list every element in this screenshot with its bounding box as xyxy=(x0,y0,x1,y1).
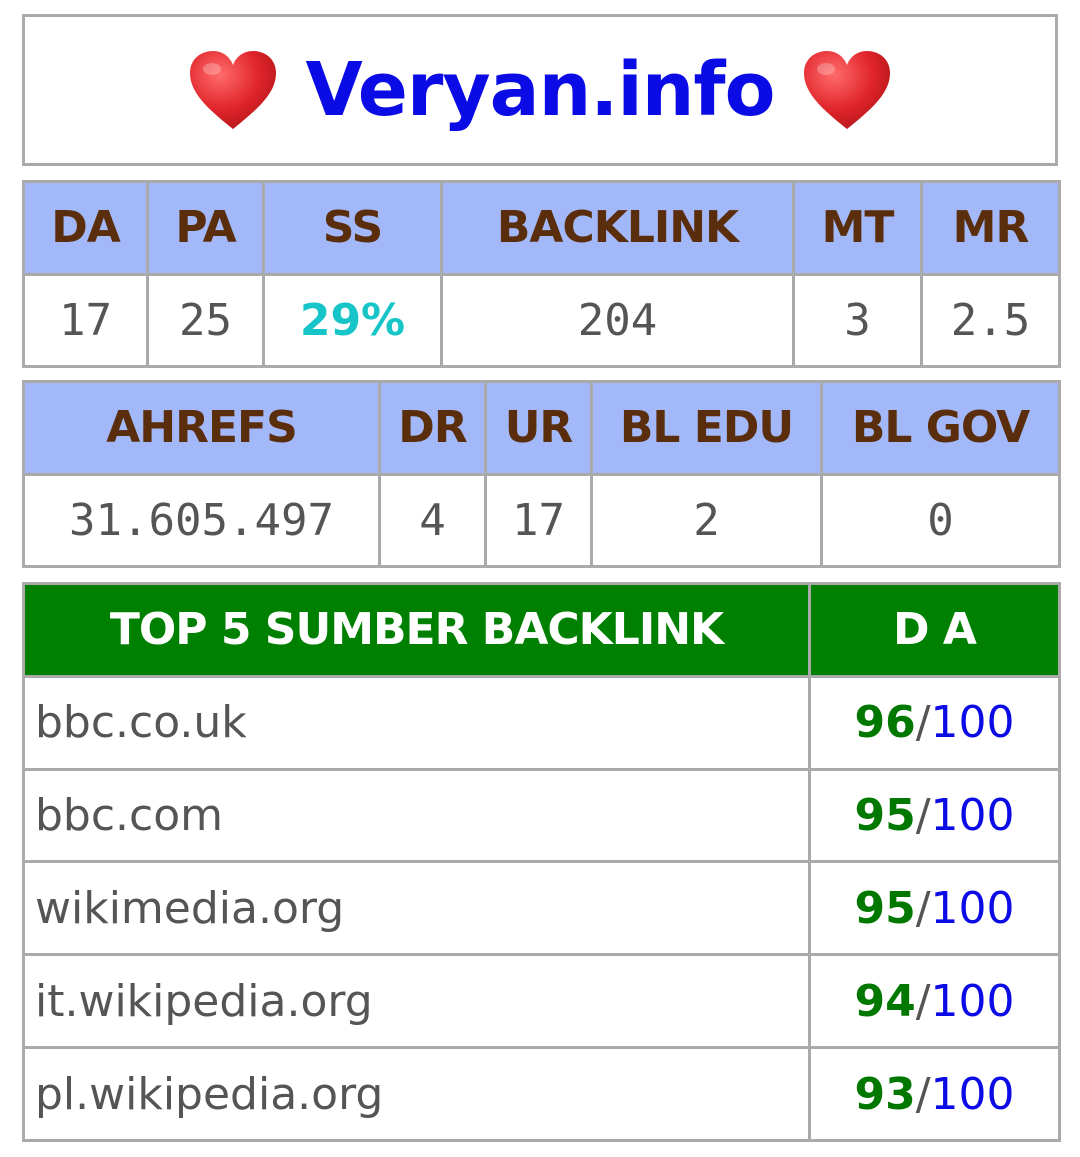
value-ss: 29% xyxy=(262,272,443,368)
header-ur: UR xyxy=(484,380,593,476)
header-pa: PA xyxy=(146,180,265,276)
header-bl-edu: BL EDU xyxy=(590,380,823,476)
value-da: 17 xyxy=(22,272,149,368)
backlink-site: bbc.com xyxy=(22,767,811,864)
header-da: DA xyxy=(22,180,149,276)
ahrefs-header-row: AHREFS DR UR BL EDU BL GOV xyxy=(22,380,1061,476)
ahrefs-value-row: 31.605.497 4 17 2 0 xyxy=(22,472,1061,568)
score-da: 96 xyxy=(854,697,916,749)
value-ur: 17 xyxy=(484,472,593,568)
score-da: 93 xyxy=(854,1068,916,1120)
backlink-score: 93/100 xyxy=(808,1046,1061,1142)
backlink-score: 95/100 xyxy=(808,767,1061,864)
value-mt: 3 xyxy=(792,272,923,368)
score-max: 100 xyxy=(930,697,1015,749)
header-bl-gov: BL GOV xyxy=(820,380,1061,476)
score-max: 100 xyxy=(930,1068,1015,1120)
value-dr: 4 xyxy=(378,472,487,568)
score-max: 100 xyxy=(930,882,1015,934)
score-separator: / xyxy=(915,975,931,1027)
score-separator: / xyxy=(915,697,931,749)
value-ahrefs: 31.605.497 xyxy=(22,472,381,568)
backlink-site: pl.wikipedia.org xyxy=(22,1046,811,1142)
table-row: wikimedia.org 95/100 xyxy=(22,860,1061,957)
value-mr: 2.5 xyxy=(920,272,1061,368)
score-separator: / xyxy=(915,1068,931,1120)
backlink-site: it.wikipedia.org xyxy=(22,953,811,1050)
header-top-sources: TOP 5 SUMBER BACKLINK xyxy=(22,582,811,678)
header-domain-authority: D A xyxy=(808,582,1061,678)
backlinks-table: TOP 5 SUMBER BACKLINK D A bbc.co.uk 96/1… xyxy=(22,582,1061,1142)
value-bl-gov: 0 xyxy=(820,472,1061,568)
header-ahrefs: AHREFS xyxy=(22,380,381,476)
table-row: pl.wikipedia.org 93/100 xyxy=(22,1046,1061,1142)
header-mt: MT xyxy=(792,180,923,276)
backlink-site: wikimedia.org xyxy=(22,860,811,957)
metrics-value-row: 17 25 29% 204 3 2.5 xyxy=(22,272,1061,368)
header-ss: SS xyxy=(262,180,443,276)
header-dr: DR xyxy=(378,380,487,476)
header-backlink: BACKLINK xyxy=(440,180,795,276)
backlink-score: 96/100 xyxy=(808,674,1061,771)
backlinks-header-row: TOP 5 SUMBER BACKLINK D A xyxy=(22,582,1061,678)
value-bl-edu: 2 xyxy=(590,472,823,568)
table-row: it.wikipedia.org 94/100 xyxy=(22,953,1061,1050)
metrics-table: DA PA SS BACKLINK MT MR 17 25 29% 204 3 … xyxy=(22,180,1061,368)
table-row: bbc.co.uk 96/100 xyxy=(22,674,1061,771)
site-title: Veryan.info xyxy=(305,47,776,133)
backlink-score: 95/100 xyxy=(808,860,1061,957)
score-separator: / xyxy=(915,882,931,934)
heart-icon xyxy=(189,51,276,129)
score-da: 95 xyxy=(854,790,916,842)
value-backlink: 204 xyxy=(440,272,795,368)
table-row: bbc.com 95/100 xyxy=(22,767,1061,864)
header-mr: MR xyxy=(920,180,1061,276)
score-da: 95 xyxy=(854,882,916,934)
score-max: 100 xyxy=(930,790,1015,842)
heart-icon xyxy=(804,51,891,129)
value-pa: 25 xyxy=(146,272,265,368)
backlink-score: 94/100 xyxy=(808,953,1061,1050)
score-separator: / xyxy=(915,790,931,842)
score-da: 94 xyxy=(854,975,916,1027)
metrics-header-row: DA PA SS BACKLINK MT MR xyxy=(22,180,1061,276)
backlink-site: bbc.co.uk xyxy=(22,674,811,771)
score-max: 100 xyxy=(930,975,1015,1027)
ahrefs-table: AHREFS DR UR BL EDU BL GOV 31.605.497 4 … xyxy=(22,380,1061,568)
site-title-box: Veryan.info xyxy=(22,14,1058,166)
